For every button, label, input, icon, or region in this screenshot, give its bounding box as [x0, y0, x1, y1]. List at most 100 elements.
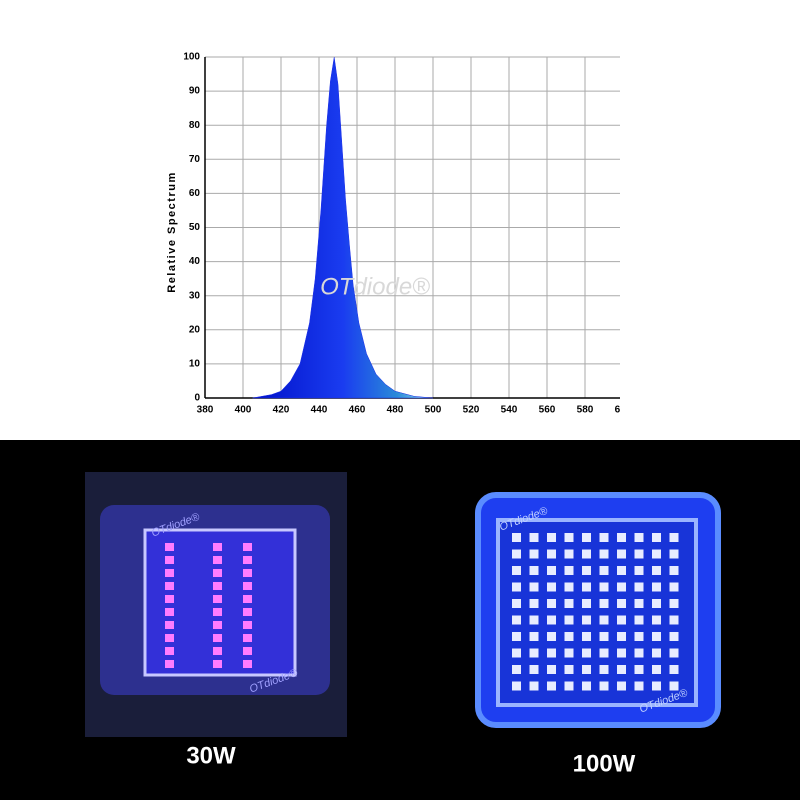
- led: [652, 681, 661, 691]
- y-axis-label: Relative Spectrum: [166, 171, 178, 292]
- led: [599, 533, 609, 542]
- led: [617, 615, 626, 625]
- y-tick-label: 0: [194, 393, 200, 404]
- led: [243, 660, 252, 668]
- led: [564, 665, 574, 674]
- x-tick-label: 380: [197, 405, 214, 416]
- y-tick-label: 60: [189, 188, 201, 199]
- led: [547, 566, 556, 575]
- led: [652, 648, 661, 658]
- led: [617, 566, 626, 575]
- chart: 0 10 20 30 40 50 60 70 80 90 100 380 400 420 440 460 480…: [183, 52, 620, 416]
- y-tick-label: 10: [189, 359, 201, 370]
- led: [669, 665, 679, 674]
- led: [634, 681, 644, 691]
- led: [243, 556, 252, 564]
- led: [213, 582, 222, 590]
- led: [165, 556, 174, 564]
- led: [529, 599, 539, 608]
- led: [669, 632, 679, 641]
- led: [634, 599, 644, 608]
- led: [564, 599, 574, 608]
- led: [213, 647, 222, 655]
- led: [634, 665, 644, 674]
- led: [165, 595, 174, 603]
- led: [669, 566, 679, 575]
- y-tick-label: 70: [189, 154, 201, 165]
- led: [165, 569, 174, 577]
- caption: 100W: [573, 750, 636, 777]
- led: [652, 582, 661, 592]
- led: [582, 549, 591, 559]
- led: [213, 543, 222, 551]
- led: [582, 566, 591, 575]
- x-tick-label: 540: [501, 405, 518, 416]
- led: [599, 665, 609, 674]
- led: [669, 549, 679, 559]
- led: [547, 665, 556, 674]
- led: [669, 615, 679, 625]
- led: [634, 549, 644, 559]
- led: [512, 681, 521, 691]
- led: [213, 621, 222, 629]
- led: [582, 648, 591, 658]
- led: [529, 615, 539, 625]
- chip-30w: [85, 472, 347, 737]
- led: [652, 615, 661, 625]
- led: [512, 566, 521, 575]
- led: [529, 533, 539, 542]
- led: [213, 608, 222, 616]
- led: [243, 647, 252, 655]
- led: [564, 549, 574, 559]
- led: [547, 533, 556, 542]
- led: [652, 566, 661, 575]
- led: [617, 632, 626, 641]
- led: [243, 543, 252, 551]
- y-tick-label: 90: [189, 86, 201, 97]
- x-tick-label: 580: [577, 405, 594, 416]
- y-tick-label: 20: [189, 324, 201, 335]
- led: [652, 599, 661, 608]
- led: [213, 569, 222, 577]
- led: [564, 681, 574, 691]
- led: [652, 549, 661, 559]
- spectrum-area: [252, 56, 434, 399]
- led: [599, 582, 609, 592]
- led: [165, 647, 174, 655]
- led: [652, 632, 661, 641]
- led: [529, 648, 539, 658]
- led: [529, 665, 539, 674]
- led: [617, 533, 626, 542]
- led: [547, 582, 556, 592]
- x-tick-label: 400: [235, 405, 252, 416]
- led: [634, 615, 644, 625]
- led: [599, 615, 609, 625]
- led: [547, 648, 556, 658]
- led: [652, 665, 661, 674]
- led: [617, 648, 626, 658]
- led: [213, 595, 222, 603]
- led: [512, 549, 521, 559]
- led: [512, 665, 521, 674]
- led: [213, 634, 222, 642]
- watermark: OTdiode®: [320, 273, 430, 300]
- led: [165, 660, 174, 668]
- led: [582, 582, 591, 592]
- y-tick-label: 80: [189, 120, 201, 131]
- led: [529, 549, 539, 559]
- x-tick-label: 520: [463, 405, 480, 416]
- led: [165, 543, 174, 551]
- led: [599, 648, 609, 658]
- led: [599, 549, 609, 559]
- led: [564, 648, 574, 658]
- led: [582, 533, 591, 542]
- x-tick-label: 460: [349, 405, 366, 416]
- led: [564, 582, 574, 592]
- led: [512, 648, 521, 658]
- led: [669, 533, 679, 542]
- led: [243, 569, 252, 577]
- x-tick-label: 560: [539, 405, 556, 416]
- led: [599, 681, 609, 691]
- led: [582, 632, 591, 641]
- led: [512, 599, 521, 608]
